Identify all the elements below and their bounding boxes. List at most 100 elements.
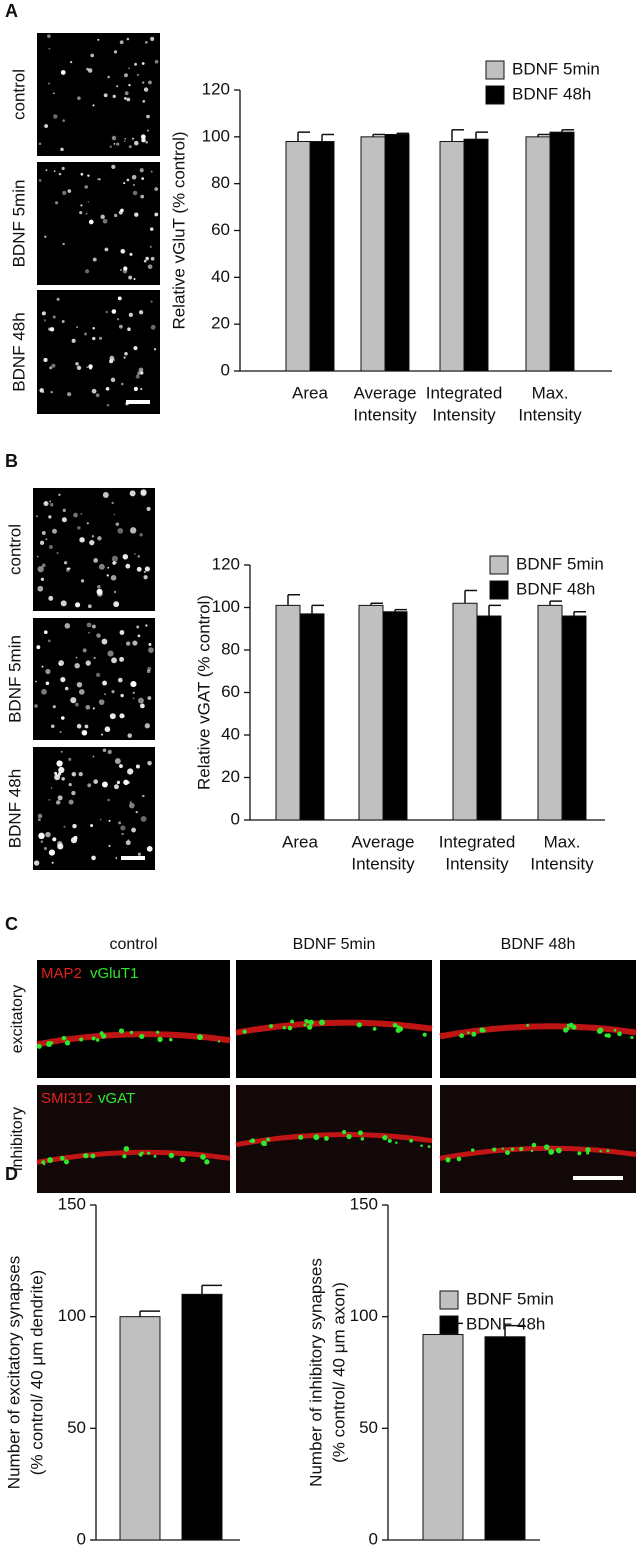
legend-label: BDNF 48h xyxy=(512,84,591,103)
puncta xyxy=(263,1142,267,1147)
stain-label: vGAT xyxy=(98,1090,135,1107)
puncta xyxy=(130,527,137,534)
puncta xyxy=(60,147,64,152)
puncta xyxy=(91,855,96,861)
puncta xyxy=(123,140,126,142)
puncta xyxy=(58,172,62,176)
puncta xyxy=(129,801,132,804)
puncta xyxy=(40,577,45,581)
y-tick-label: 50 xyxy=(359,1418,378,1437)
puncta xyxy=(82,648,87,653)
puncta xyxy=(125,641,131,646)
puncta xyxy=(113,143,116,145)
panel-label: C xyxy=(5,914,18,934)
puncta xyxy=(387,1138,392,1143)
puncta xyxy=(36,645,41,650)
puncta xyxy=(39,388,44,393)
puncta xyxy=(41,665,44,668)
puncta xyxy=(116,142,120,146)
bar xyxy=(476,615,502,821)
puncta xyxy=(128,275,133,280)
micrograph-label: control xyxy=(5,524,24,575)
x-tick-label: Integrated xyxy=(426,383,503,402)
puncta xyxy=(87,604,92,609)
puncta xyxy=(91,624,96,629)
puncta xyxy=(93,558,98,563)
puncta xyxy=(555,1147,562,1154)
puncta xyxy=(128,145,132,149)
puncta xyxy=(571,1024,577,1030)
puncta xyxy=(63,1159,69,1165)
puncta xyxy=(48,515,52,519)
puncta xyxy=(51,363,56,368)
stain-label: SMI312 xyxy=(41,1090,93,1107)
puncta xyxy=(97,38,100,41)
puncta xyxy=(135,764,140,769)
puncta xyxy=(71,338,76,343)
puncta xyxy=(91,388,97,394)
puncta xyxy=(117,296,122,301)
puncta xyxy=(133,277,136,281)
puncta xyxy=(54,201,59,205)
puncta xyxy=(84,269,90,274)
puncta xyxy=(467,1031,470,1035)
puncta xyxy=(76,326,79,329)
puncta xyxy=(341,1129,347,1135)
puncta xyxy=(492,1147,497,1152)
puncta xyxy=(135,374,140,379)
puncta xyxy=(79,1037,84,1042)
puncta xyxy=(479,1027,485,1033)
puncta xyxy=(118,1028,125,1034)
puncta xyxy=(41,563,46,568)
y-tick-label: 60 xyxy=(211,220,230,239)
puncta xyxy=(298,1134,304,1140)
micrograph xyxy=(236,960,432,1078)
puncta xyxy=(585,1147,591,1153)
puncta xyxy=(134,140,139,146)
puncta xyxy=(95,393,100,398)
puncta xyxy=(135,810,138,814)
puncta xyxy=(46,1041,53,1047)
puncta xyxy=(123,356,126,359)
puncta xyxy=(112,561,116,565)
puncta xyxy=(74,662,80,669)
micrograph-label: control xyxy=(9,69,28,120)
micrograph xyxy=(37,1085,230,1193)
puncta xyxy=(548,1149,555,1155)
puncta xyxy=(62,242,65,246)
puncta xyxy=(104,693,107,695)
puncta xyxy=(43,319,47,322)
puncta xyxy=(56,297,60,301)
puncta xyxy=(59,1155,65,1161)
puncta xyxy=(113,601,120,608)
puncta xyxy=(98,563,105,570)
puncta xyxy=(76,682,83,688)
puncta xyxy=(107,798,110,802)
column-label: control xyxy=(109,936,157,953)
puncta xyxy=(121,832,124,836)
puncta xyxy=(131,174,137,180)
puncta xyxy=(51,724,55,729)
puncta xyxy=(92,755,95,758)
puncta xyxy=(54,771,58,775)
puncta xyxy=(48,47,51,50)
puncta xyxy=(89,540,95,546)
row-label: excitatory xyxy=(9,985,26,1053)
puncta xyxy=(64,1040,71,1046)
puncta xyxy=(62,119,65,122)
puncta xyxy=(140,387,143,391)
puncta xyxy=(45,169,48,172)
puncta xyxy=(427,1145,431,1149)
puncta xyxy=(57,840,63,847)
legend-swatch xyxy=(439,1315,459,1335)
puncta xyxy=(134,62,137,66)
puncta xyxy=(106,574,109,577)
puncta xyxy=(60,600,67,607)
puncta xyxy=(80,172,84,176)
puncta xyxy=(120,249,124,253)
puncta xyxy=(137,697,144,704)
puncta xyxy=(147,760,152,766)
puncta xyxy=(107,566,110,569)
puncta xyxy=(122,1154,127,1159)
puncta xyxy=(269,1024,274,1029)
